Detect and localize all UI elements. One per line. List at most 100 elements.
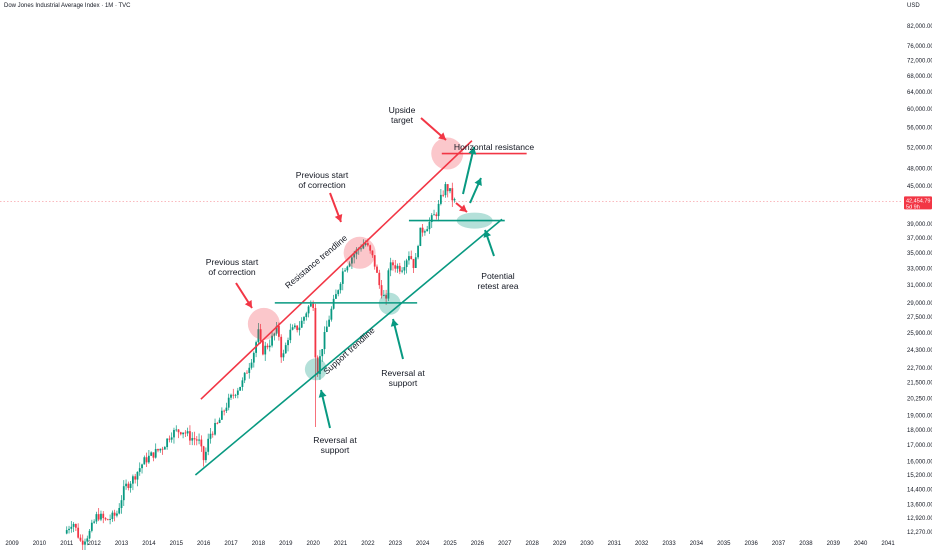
x-tick-label: 2041 bbox=[881, 541, 895, 547]
candle-body bbox=[348, 263, 351, 267]
y-tick-label: 64,000.00 bbox=[907, 90, 932, 96]
candle-body bbox=[417, 245, 419, 258]
arrows bbox=[235, 117, 495, 429]
x-tick-label: 2027 bbox=[498, 541, 512, 547]
y-tick-label: 15,200.00 bbox=[907, 473, 932, 479]
candle-body bbox=[396, 265, 399, 269]
chart-line-1 bbox=[194, 218, 503, 476]
annotation-text: of correction bbox=[208, 267, 256, 277]
x-tick-label: 2038 bbox=[799, 541, 813, 547]
y-tick-label: 48,000.00 bbox=[907, 167, 932, 173]
candle-body bbox=[182, 432, 184, 435]
y-tick-label: 24,300.00 bbox=[907, 348, 932, 354]
candle-body bbox=[97, 514, 100, 520]
x-tick-label: 2037 bbox=[772, 541, 786, 547]
candle-body bbox=[104, 518, 107, 520]
arrow-reversal-2022 bbox=[390, 318, 404, 360]
y-tick-label: 76,000.00 bbox=[907, 44, 932, 50]
candle-body bbox=[398, 265, 401, 272]
candle-body bbox=[319, 356, 321, 375]
candle-body bbox=[232, 394, 235, 396]
candle-body bbox=[291, 327, 294, 330]
annotation-4: Resistance trendline bbox=[283, 233, 349, 291]
x-axis[interactable]: 2009 2010 2011 2012 2013 2014 2015 2016 2017 2018… bbox=[5, 541, 895, 547]
candle-body bbox=[362, 244, 365, 249]
x-tick-label: 2020 bbox=[306, 541, 320, 547]
y-tick-label: 52,000.00 bbox=[907, 145, 932, 151]
candle-body bbox=[125, 483, 127, 487]
candle-body bbox=[111, 512, 114, 519]
candle-body bbox=[150, 452, 153, 456]
candle-body bbox=[298, 327, 301, 331]
price-tag-bg bbox=[904, 196, 932, 210]
arrow-correction-2018-head bbox=[244, 299, 252, 308]
candle-body bbox=[433, 214, 435, 216]
candle-body bbox=[414, 257, 417, 268]
candle-body bbox=[307, 306, 310, 314]
candle-body bbox=[303, 317, 305, 321]
price-tag-countdown: 5d 9h bbox=[906, 204, 920, 210]
candle-body bbox=[351, 257, 353, 264]
candle-body bbox=[129, 483, 132, 488]
candle-body bbox=[102, 513, 105, 519]
candle-body bbox=[136, 471, 139, 480]
candle-body bbox=[243, 372, 246, 381]
currency-label[interactable]: USD bbox=[907, 3, 920, 9]
candle-body bbox=[364, 243, 367, 245]
x-tick-label: 2015 bbox=[170, 541, 184, 547]
candle-body bbox=[444, 184, 447, 196]
candle-body bbox=[211, 433, 214, 435]
x-tick-label: 2016 bbox=[197, 541, 211, 547]
candle-body bbox=[157, 448, 159, 451]
candle-body bbox=[408, 256, 410, 261]
candle-body bbox=[90, 522, 93, 531]
annotation-text: Upside bbox=[389, 105, 416, 115]
arrow-correction-2018 bbox=[235, 282, 253, 309]
candle-body bbox=[79, 537, 82, 541]
candle-body bbox=[360, 248, 362, 250]
candle-body bbox=[353, 254, 356, 258]
arrow-correction-2022-head bbox=[334, 214, 343, 222]
candle-body bbox=[387, 270, 390, 299]
candle-body bbox=[234, 394, 237, 396]
y-axis[interactable]: 82,000.00 76,000.00 72,000.00 68,000.00 64,0… bbox=[907, 24, 932, 536]
candle-body bbox=[138, 468, 141, 472]
candle-body bbox=[161, 448, 164, 450]
candle-body bbox=[392, 262, 394, 266]
candle-body bbox=[241, 380, 244, 387]
candle-body bbox=[159, 448, 162, 451]
candle-body bbox=[275, 326, 278, 334]
y-tick-label: 82,000.00 bbox=[907, 24, 932, 30]
candle-body bbox=[378, 272, 381, 286]
x-tick-label: 2009 bbox=[5, 541, 19, 547]
y-tick-label: 68,000.00 bbox=[907, 74, 932, 80]
candle-body bbox=[236, 390, 239, 395]
correction-zone-2022 bbox=[343, 236, 376, 269]
y-tick-label: 29,000.00 bbox=[907, 301, 932, 307]
candle-body bbox=[200, 439, 203, 447]
y-tick-label: 12,270.00 bbox=[907, 530, 932, 536]
candle-body bbox=[442, 194, 445, 196]
candle-body bbox=[100, 513, 102, 520]
candle-body bbox=[439, 194, 442, 204]
candle-body bbox=[305, 313, 308, 318]
y-tick-label: 22,700.00 bbox=[907, 366, 932, 372]
candle-body bbox=[209, 433, 212, 439]
x-tick-label: 2039 bbox=[827, 541, 841, 547]
candle-body bbox=[250, 362, 253, 368]
candle-body bbox=[116, 513, 118, 516]
arrow-reversal-2022-head bbox=[390, 319, 399, 327]
candle-body bbox=[95, 514, 98, 522]
candle-body bbox=[300, 320, 303, 328]
candle-body bbox=[186, 431, 189, 434]
y-tick-label: 37,000.00 bbox=[907, 236, 932, 242]
candle-body bbox=[93, 521, 96, 523]
candle-body bbox=[141, 464, 143, 469]
arrow-retest-head bbox=[483, 230, 492, 238]
x-tick-label: 2033 bbox=[662, 541, 676, 547]
x-tick-label: 2025 bbox=[443, 541, 457, 547]
candle-body bbox=[312, 303, 315, 308]
candle-body bbox=[225, 407, 228, 411]
